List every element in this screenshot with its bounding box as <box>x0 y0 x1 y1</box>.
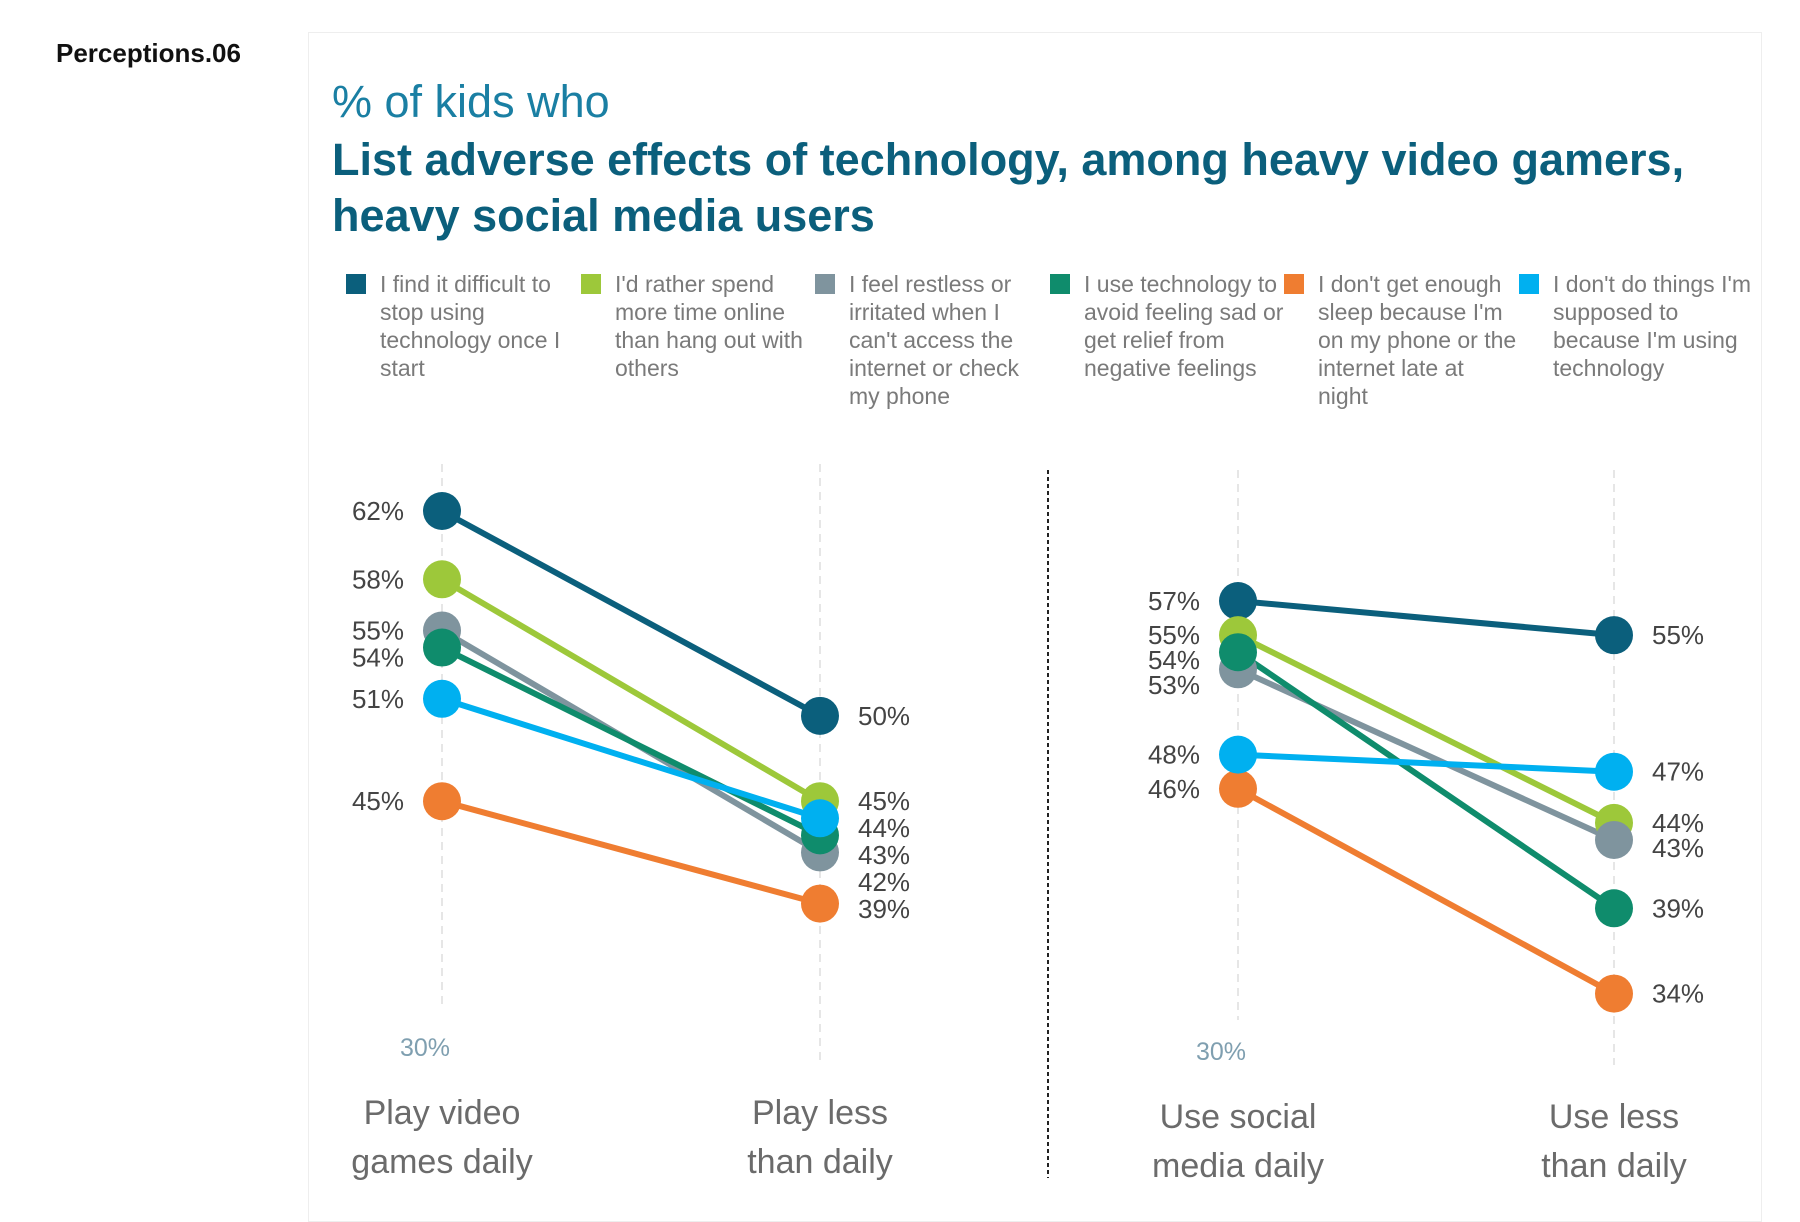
category-label: Play less than daily <box>747 1094 893 1181</box>
series-line <box>1235 751 1617 775</box>
figure-tag: Perceptions.06 <box>56 38 241 68</box>
legend-label: I don't get enough sleep because I'm on … <box>1318 271 1517 409</box>
data-point <box>1595 974 1633 1013</box>
legend-swatch <box>581 274 601 294</box>
data-point <box>1595 820 1633 859</box>
category-label: Play video games daily <box>351 1094 532 1181</box>
series-line <box>439 798 823 907</box>
series-line <box>439 508 823 719</box>
legend-swatch <box>815 274 835 294</box>
data-label: 44% <box>1652 808 1704 838</box>
data-label: 48% <box>1148 740 1200 770</box>
legend-label: I don't do things I'm supposed to becaus… <box>1553 271 1752 381</box>
chart-panel-1: 30% Play video games daily Play less than da… <box>351 464 910 1181</box>
data-point <box>1219 769 1257 808</box>
category-label: Use social media daily <box>1152 1098 1324 1185</box>
series-line <box>439 576 823 805</box>
data-label: 55% <box>352 615 404 645</box>
data-label: 43% <box>1652 833 1704 863</box>
data-point <box>423 628 461 667</box>
data-label: 34% <box>1652 979 1704 1009</box>
data-label: 53% <box>1148 670 1200 700</box>
series-line <box>439 695 823 822</box>
data-label: 45% <box>858 786 910 816</box>
legend-swatch <box>346 274 366 294</box>
data-point <box>801 884 839 923</box>
data-label: 44% <box>858 813 910 843</box>
data-point <box>423 782 461 821</box>
category-label: Use less than daily <box>1541 1098 1687 1185</box>
chart-title: List adverse effects of technology, amon… <box>332 134 1685 241</box>
data-label: 47% <box>1652 757 1704 787</box>
series-line <box>1235 598 1617 639</box>
data-point <box>801 799 839 838</box>
data-label: 62% <box>352 496 404 526</box>
data-label: 45% <box>352 786 404 816</box>
axis-min-label: 30% <box>1196 1038 1246 1066</box>
legend-label: I find it difficult to stop using techno… <box>380 271 561 381</box>
data-label: 46% <box>1148 774 1200 804</box>
data-label: 58% <box>352 564 404 594</box>
legend-label: I use technology to avoid feeling sad or… <box>1084 271 1284 381</box>
data-point <box>1595 752 1633 791</box>
legend-label: I feel restless or irritated when I can'… <box>849 271 1020 409</box>
legend-swatch <box>1050 274 1070 294</box>
series-line <box>439 644 823 839</box>
data-label: 50% <box>858 701 910 731</box>
chart-subtitle: % of kids who <box>332 76 610 127</box>
data-point <box>1595 616 1633 655</box>
chart-panel-2: 30% Use social media daily Use less than dai… <box>1148 470 1704 1185</box>
data-point <box>1219 735 1257 774</box>
data-label: 39% <box>1652 893 1704 923</box>
data-label: 55% <box>1148 620 1200 650</box>
data-label: 39% <box>858 894 910 924</box>
data-label: 43% <box>858 840 910 870</box>
data-label: 57% <box>1148 586 1200 616</box>
data-label: 54% <box>352 642 404 672</box>
data-point <box>1595 889 1633 928</box>
data-label: 55% <box>1652 620 1704 650</box>
data-point <box>423 560 461 599</box>
series-line <box>1235 785 1617 997</box>
data-label: 54% <box>1148 645 1200 675</box>
axis-min-label: 30% <box>400 1034 450 1062</box>
data-point <box>801 696 839 735</box>
data-label: 51% <box>352 684 404 714</box>
data-point <box>423 679 461 718</box>
series-line <box>1235 649 1617 912</box>
data-label: 42% <box>858 867 910 897</box>
series-line <box>1235 632 1617 826</box>
legend-swatch <box>1519 274 1539 294</box>
data-point <box>1219 582 1257 620</box>
data-point <box>423 492 461 530</box>
data-point <box>1219 633 1257 672</box>
legend-label: I'd rather spend more time online than h… <box>615 271 803 381</box>
legend-swatch <box>1284 274 1304 294</box>
